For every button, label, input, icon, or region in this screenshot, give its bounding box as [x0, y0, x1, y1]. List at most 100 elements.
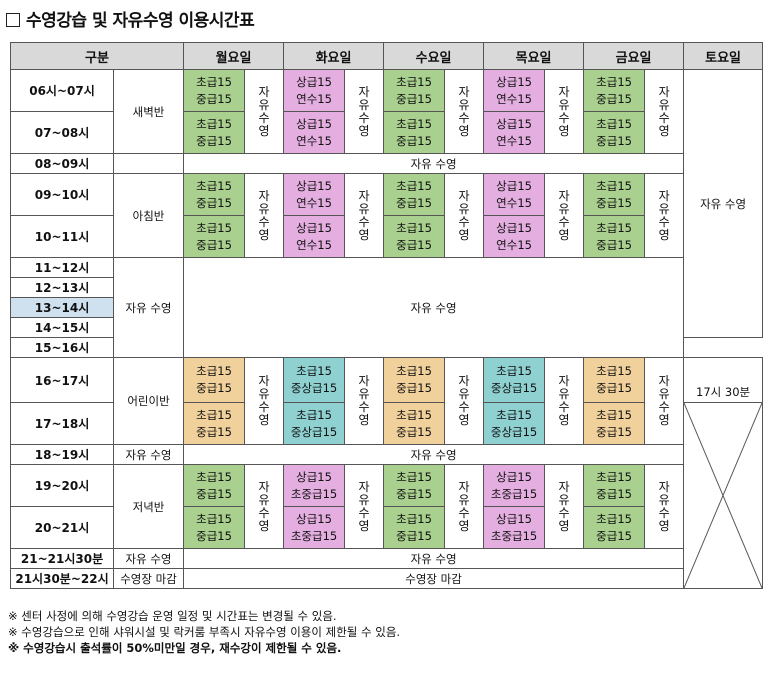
- class-cell: 상급15 연수15: [283, 69, 346, 112]
- class-cell: 초급15 중급15: [183, 506, 246, 549]
- class-cell: 초급15 중상급15: [283, 357, 346, 403]
- table-row: 21~21시30분 자유 수영 자유 수영: [10, 548, 763, 569]
- table-row: 14~15시: [10, 317, 763, 338]
- header-category: 구분: [9, 42, 185, 70]
- time-cell: 16~17시: [10, 357, 114, 403]
- class-cell: 초급15 중급15: [383, 402, 446, 445]
- time-cell: 11~12시: [10, 257, 114, 278]
- table-row: 18~19시 자유 수영 자유 수영: [10, 444, 763, 465]
- header-tue: 화요일: [283, 42, 385, 70]
- class-cell: 초급15 중급15: [383, 506, 446, 549]
- time-cell: 14~15시: [10, 317, 114, 338]
- time-cell-highlighted: 13~14시: [10, 297, 114, 318]
- class-cell: 상급15 초중급15: [283, 506, 346, 549]
- header-fri: 금요일: [583, 42, 685, 70]
- class-cell: 초급15 중급15: [583, 506, 646, 549]
- session-free-3: 자유 수영: [112, 548, 185, 569]
- merged-free-swim: 자유 수영: [183, 548, 685, 569]
- class-cell: 초급15 중급15: [583, 69, 646, 112]
- session-free-2: 자유 수영: [112, 444, 185, 465]
- note-1: ※ 센터 사정에 의해 수영강습 운영 일정 및 시간표는 변경될 수 있음.: [8, 609, 337, 623]
- class-cell: 초급15 중급15: [183, 464, 246, 507]
- table-row: 21시30분~22시 수영장 마감 수영장 마감: [10, 568, 763, 589]
- table-row: 15~16시: [10, 337, 763, 358]
- time-cell: 15~16시: [10, 337, 114, 358]
- class-cell: 초급15 중급15: [583, 111, 646, 154]
- table-row: 13~14시: [10, 297, 763, 318]
- class-cell: 상급15 초중급15: [283, 464, 346, 507]
- class-cell: 상급15 연수15: [283, 111, 346, 154]
- time-cell: 08~09시: [10, 153, 114, 174]
- note-3: ※ 수영강습시 출석률이 50%미만일 경우, 재수강이 제한될 수 있음.: [8, 641, 342, 655]
- class-cell: 초급15 중급15: [583, 464, 646, 507]
- class-cell: 초급15 중급15: [383, 111, 446, 154]
- session-closing: 수영장 마감: [112, 568, 185, 589]
- class-cell: 초급15 중상급15: [483, 402, 546, 445]
- time-cell: 17~18시: [10, 402, 114, 445]
- class-cell: 초급15 중급15: [583, 215, 646, 258]
- time-cell: 21시30분~22시: [10, 568, 114, 589]
- class-cell: 초급15 중급15: [183, 215, 246, 258]
- table-row: 08~09시 자유 수영: [10, 153, 763, 174]
- time-cell: 07~08시: [10, 111, 114, 154]
- header-sat: 토요일: [683, 42, 764, 70]
- cross-icon: [684, 403, 762, 588]
- class-cell: 초급15 중급15: [183, 173, 246, 216]
- class-cell: 상급15 연수15: [483, 111, 546, 154]
- header-mon: 월요일: [183, 42, 285, 70]
- class-cell: 초급15 중급15: [383, 173, 446, 216]
- checkbox-square-icon: [6, 13, 20, 27]
- header-wed: 수요일: [383, 42, 485, 70]
- header-row: 구분 월요일 화요일 수요일 목요일 금요일 토요일: [9, 42, 764, 70]
- class-cell: 초급15 중급15: [583, 402, 646, 445]
- saturday-free-swim: 자유 수영: [683, 69, 764, 338]
- notes: ※ 센터 사정에 의해 수영강습 운영 일정 및 시간표는 변경될 수 있음. …: [8, 608, 400, 656]
- class-cell: 초급15 중급15: [383, 69, 446, 112]
- table-row: 07~08시 초급15 중급15 상급15 연수15 초급15 중급15 상급15 연수…: [10, 111, 763, 154]
- class-cell: 초급15 중급15: [183, 111, 246, 154]
- class-cell: 초급15 중급15: [583, 173, 646, 216]
- merged-free-swim-long: 자유 수영: [183, 257, 685, 358]
- session-dawn: 새벽반: [112, 69, 185, 154]
- class-cell: 초급15 중급15: [383, 464, 446, 507]
- timetable: 구분 월요일 화요일 수요일 목요일 금요일 토요일 06시~07시 새벽반 초…: [9, 42, 764, 589]
- class-cell: 초급15 중급15: [583, 357, 646, 403]
- class-cell: 상급15 연수15: [283, 173, 346, 216]
- class-cell: 초급15 중급15: [183, 402, 246, 445]
- table-row: 20~21시 초급15 중급15 상급15 초중급15 초급15 중급15 상급15 초…: [10, 506, 763, 549]
- table-row: 11~12시 자유 수영 자유 수영: [10, 257, 763, 358]
- saturday-closed-x: [683, 402, 764, 589]
- time-cell: 06시~07시: [10, 69, 114, 112]
- time-cell: 09~10시: [10, 173, 114, 216]
- session-morning: 아침반: [112, 173, 185, 258]
- class-cell: 상급15 초중급15: [483, 506, 546, 549]
- table-row: 17~18시 초급15 중급15 초급15 중상급15 초급15 중급15 초급15 중…: [10, 402, 764, 589]
- saturday-close-time: 17시 30분: [683, 357, 764, 403]
- note-2: ※ 수영강습으로 인해 샤워시설 및 락커룸 부족시 자유수영 이용이 제한될 …: [8, 625, 401, 639]
- blank-cell: [112, 153, 185, 174]
- time-cell: 21~21시30분: [10, 548, 114, 569]
- class-cell: 초급15 중급15: [183, 357, 246, 403]
- time-cell: 19~20시: [10, 464, 114, 507]
- class-cell: 상급15 연수15: [283, 215, 346, 258]
- merged-free-swim: 자유 수영: [183, 444, 685, 465]
- class-cell: 초급15 중상급15: [483, 357, 546, 403]
- class-cell: 상급15 연수15: [483, 215, 546, 258]
